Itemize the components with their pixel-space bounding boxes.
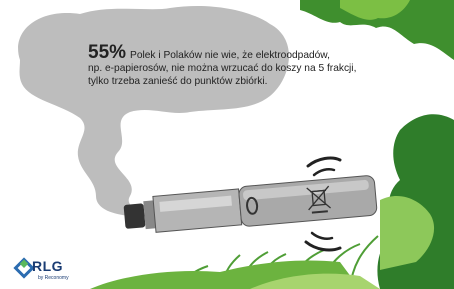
logo-tagline: by Reconomy [38, 275, 69, 281]
headline-line: Polek i Polaków nie wie, że elektroodpad… [130, 50, 330, 61]
smoke [18, 6, 289, 216]
vibration [314, 169, 334, 175]
illustration [0, 0, 454, 289]
logo-mark [16, 260, 33, 277]
vibration [306, 242, 340, 250]
vibration [312, 233, 332, 239]
headline-line: np. e-papierosów, nie można wrzucać do k… [88, 63, 356, 74]
headline-stat: 55% [88, 42, 126, 63]
headline-line: tylko trzeba zanieść do punktów zbiórki. [88, 76, 268, 87]
e-cigarette [123, 175, 378, 237]
headline: 55%Polek i Polaków nie wie, że elektrood… [88, 46, 418, 88]
vibration [308, 158, 340, 166]
logo-name: RLG [32, 258, 63, 274]
page: {"headline": {"stat": "55%", "lines": ["… [0, 0, 454, 289]
